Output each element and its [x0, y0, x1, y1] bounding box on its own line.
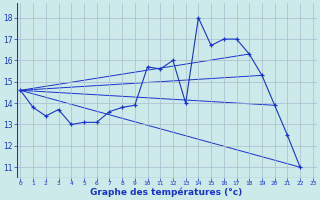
X-axis label: Graphe des températures (°c): Graphe des températures (°c)	[91, 188, 243, 197]
